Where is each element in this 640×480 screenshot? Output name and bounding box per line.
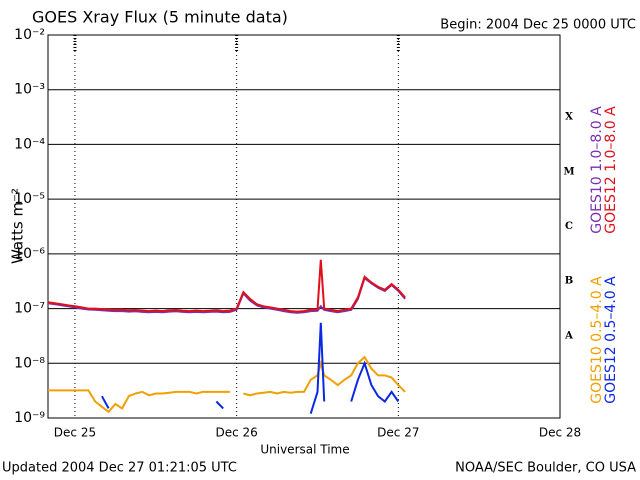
flare-class: B <box>565 276 573 287</box>
chart-subtitle: Begin: 2004 Dec 25 0000 UTC <box>440 18 636 33</box>
y-tick-label: 10⁻⁹ <box>14 410 45 426</box>
legend-entry: GOES10 0.5–4.0 A <box>589 276 605 404</box>
footer-right: NOAA/SEC Boulder, CO USA <box>455 461 636 476</box>
legend-entry: GOES12 1.0–8.0 A <box>603 106 619 234</box>
y-tick-label: 10⁻² <box>14 27 45 43</box>
flare-class: A <box>564 330 573 341</box>
y-tick-label: 10⁻³ <box>14 82 45 98</box>
y-tick-label: 10⁻⁸ <box>14 355 45 371</box>
footer-left: Updated 2004 Dec 27 01:21:05 UTC <box>2 461 237 476</box>
legend-entry: GOES10 1.0–8.0 A <box>589 106 605 234</box>
plot-frame <box>47 34 561 419</box>
series-line <box>48 355 406 414</box>
plot-area <box>48 259 406 414</box>
legend-entry: GOES12 0.5–4.0 A <box>603 276 619 404</box>
flare-class: M <box>563 166 574 177</box>
y-tick-label: 10⁻⁴ <box>14 136 45 152</box>
y-tick-label: 10⁻⁷ <box>14 301 45 317</box>
y-tick-label: 10⁻⁶ <box>14 246 45 262</box>
y-tick-label: 10⁻⁵ <box>14 191 45 207</box>
x-tick-label: Dec 25 <box>54 426 96 440</box>
flare-class: C <box>565 221 573 232</box>
x-tick-label: Dec 26 <box>215 426 257 440</box>
series-line <box>48 276 406 314</box>
x-axis-label: Universal Time <box>260 443 349 457</box>
chart-title: GOES Xray Flux (5 minute data) <box>32 8 288 27</box>
flare-class: X <box>565 112 573 123</box>
x-tick-label: Dec 28 <box>539 426 581 440</box>
y-axis-label: Watts m⁻² <box>9 188 27 264</box>
series-line <box>101 322 400 414</box>
x-tick-label: Dec 27 <box>377 426 419 440</box>
series-line <box>48 259 406 313</box>
